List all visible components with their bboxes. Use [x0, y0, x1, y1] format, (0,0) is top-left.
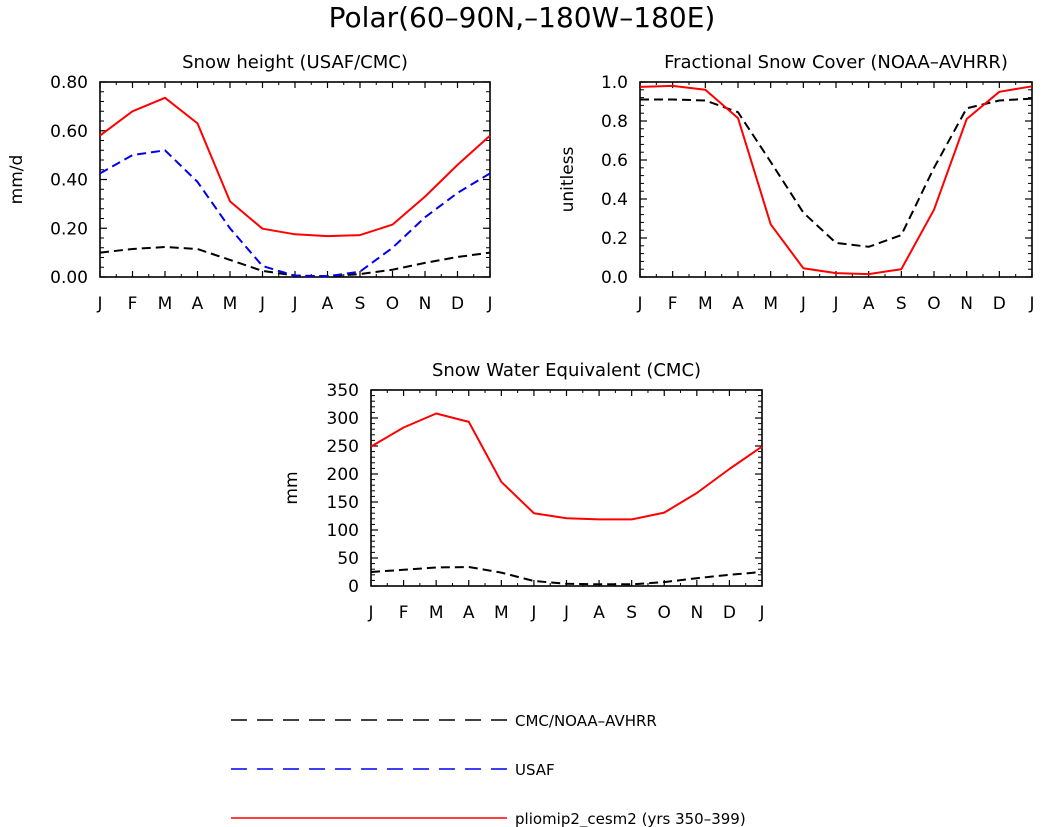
y-tick-label: 50 — [337, 549, 359, 569]
x-tick-label: J — [530, 603, 536, 623]
x-tick-label: M — [494, 603, 509, 623]
y-tick-label: 350 — [327, 381, 359, 401]
y-axis-label-fractional-snow-cover: unitless — [558, 146, 578, 212]
y-tick-label: 100 — [327, 521, 359, 541]
x-tick-label: F — [128, 294, 138, 314]
x-tick-label: J — [758, 603, 764, 623]
x-tick-label: M — [223, 294, 238, 314]
x-tick-label: S — [626, 603, 637, 623]
x-tick-label: M — [429, 603, 444, 623]
x-tick-label: M — [763, 294, 778, 314]
x-tick-label: F — [399, 603, 409, 623]
x-tick-label: O — [927, 294, 940, 314]
y-tick-label: 0.0 — [601, 268, 628, 288]
series-line-pliomip2-cesm2-yrs-350-399 — [370, 412, 763, 521]
x-tick-label: M — [698, 294, 713, 314]
y-axis-label-snow-height: mm/d — [7, 155, 27, 205]
y-tick-label: 0.2 — [601, 229, 628, 249]
y-tick-label: 250 — [327, 437, 359, 457]
x-tick-label: J — [800, 294, 806, 314]
series-line-pliomip2-cesm2-yrs-350-399 — [639, 84, 1033, 276]
x-tick-label: J — [486, 294, 492, 314]
x-tick-label: S — [355, 294, 366, 314]
x-tick-label: M — [158, 294, 173, 314]
legend: CMC/NOAA–AVHRR USAF pliomip2_cesm2 (yrs … — [231, 712, 746, 827]
x-tick-label: A — [732, 294, 744, 314]
plot-frame — [639, 81, 1033, 278]
series-line-cmc-noaa-avhrr — [640, 97, 1033, 248]
x-tick-label: J — [259, 294, 265, 314]
y-tick-label: 0.40 — [50, 171, 88, 191]
x-tick-label: D — [451, 294, 464, 314]
x-tick-label: J — [636, 294, 642, 314]
legend-label-pliomip2-cesm2: pliomip2_cesm2 (yrs 350–399) — [515, 810, 746, 827]
y-tick-label: 0.00 — [50, 268, 88, 288]
y-tick-label: 0.80 — [50, 73, 88, 93]
x-tick-label: J — [96, 294, 102, 314]
x-tick-label: N — [960, 294, 973, 314]
x-tick-label: J — [367, 603, 373, 623]
figure-title: Polar(60–90N,–180W–180E) — [329, 1, 716, 34]
series-line-usaf — [99, 149, 491, 278]
series-line-cmc-noaa-avhrr — [370, 566, 763, 586]
y-tick-label: 300 — [327, 409, 359, 429]
x-tick-label: S — [896, 294, 907, 314]
y-tick-label: 0.8 — [601, 112, 628, 132]
x-tick-label: A — [863, 294, 875, 314]
x-tick-label: O — [386, 294, 399, 314]
x-tick-label: O — [658, 603, 671, 623]
panel-title-snow-water-equivalent: Snow Water Equivalent (CMC) — [432, 360, 701, 381]
x-tick-label: D — [723, 603, 736, 623]
y-tick-label: 0.6 — [601, 151, 628, 171]
y-tick-label: 0.60 — [50, 122, 88, 142]
y-axis-label-snow-water-equivalent: mm — [282, 471, 302, 504]
x-tick-label: J — [1028, 294, 1034, 314]
legend-label-usaf: USAF — [515, 761, 555, 779]
x-tick-label: J — [291, 294, 297, 314]
y-tick-label: 0.20 — [50, 219, 88, 239]
panel-title-snow-height: Snow height (USAF/CMC) — [182, 52, 408, 73]
legend-label-cmc-noaa-avhrr: CMC/NOAA–AVHRR — [515, 712, 657, 730]
y-tick-label: 0.4 — [601, 190, 628, 210]
y-tick-label: 200 — [327, 465, 359, 485]
x-tick-label: N — [690, 603, 703, 623]
panel-fractional-snow-cover: Fractional Snow Cover (NOAA–AVHRR) unitl… — [558, 52, 1035, 314]
y-tick-label: 0 — [348, 577, 359, 597]
panel-title-fractional-snow-cover: Fractional Snow Cover (NOAA–AVHRR) — [664, 52, 1008, 73]
x-tick-label: A — [593, 603, 605, 623]
x-tick-label: A — [463, 603, 475, 623]
y-tick-label: 1.0 — [601, 73, 628, 93]
x-tick-label: A — [322, 294, 334, 314]
series-line-pliomip2-cesm2-yrs-350-399 — [99, 96, 491, 238]
y-tick-label: 150 — [327, 493, 359, 513]
x-tick-label: F — [668, 294, 678, 314]
x-tick-label: J — [832, 294, 838, 314]
x-tick-label: A — [192, 294, 204, 314]
x-tick-label: D — [993, 294, 1006, 314]
x-tick-label: J — [563, 603, 569, 623]
x-tick-label: N — [419, 294, 432, 314]
